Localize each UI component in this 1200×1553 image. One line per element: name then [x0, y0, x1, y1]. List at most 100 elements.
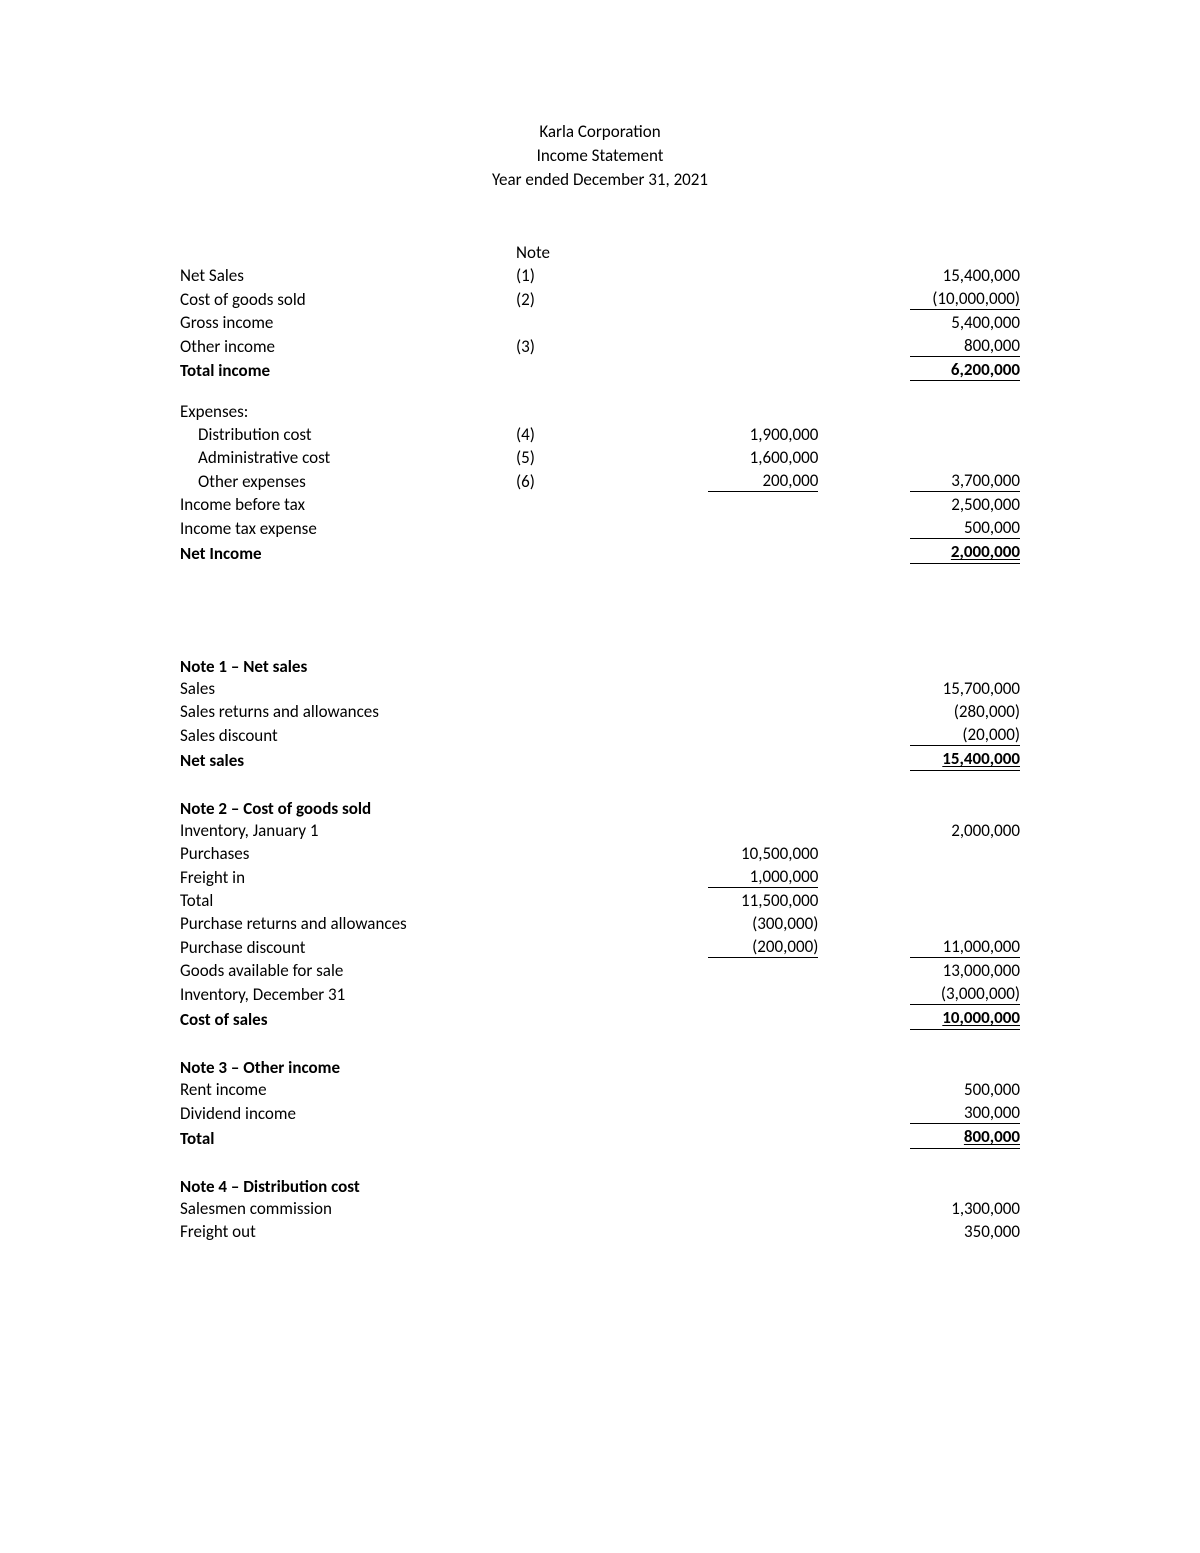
value-n2-freightin: 1,000,000	[708, 866, 818, 888]
row-gross-income: Gross income 5,400,000	[180, 311, 1020, 334]
note-4-table: Salesmen commission 1,300,000 Freight ou…	[180, 1197, 1020, 1243]
row-cogs: Cost of goods sold (2) (10,000,000)	[180, 287, 1020, 311]
note-ref-5: (5)	[516, 446, 617, 469]
value-total-income: 6,200,000	[910, 359, 1020, 381]
value-n2-purchases: 10,500,000	[708, 843, 818, 864]
note-2-table: Inventory, January 1 2,000,000 Purchases…	[180, 819, 1020, 1031]
label-n3-total: Total	[180, 1125, 516, 1150]
row-n3-dividend: Dividend income 300,000	[180, 1101, 1020, 1125]
label-n2-freightin: Freight in	[180, 865, 516, 889]
value-tax: 500,000	[910, 517, 1020, 539]
row-expenses-header: Expenses:	[180, 400, 1020, 423]
note-1-table: Sales 15,700,000 Sales returns and allow…	[180, 677, 1020, 772]
row-other-expenses: Other expenses (6) 200,000 3,700,000	[180, 469, 1020, 493]
label-n1-netsales: Net sales	[180, 747, 516, 772]
value-other-exp-right: 3,700,000	[910, 470, 1020, 492]
row-total-income: Total income 6,200,000	[180, 358, 1020, 382]
note-3-table: Rent income 500,000 Dividend income 300,…	[180, 1078, 1020, 1150]
label-admin-cost: Administrative cost	[180, 446, 516, 469]
statement-title: Income Statement	[150, 144, 1050, 168]
value-n2-invjan1: 2,000,000	[910, 820, 1020, 841]
value-n2-pdiscount-mid: (200,000)	[708, 936, 818, 958]
row-n2-purch-returns: Purchase returns and allowances (300,000…	[180, 912, 1020, 935]
label-n2-preturns: Purchase returns and allowances	[180, 912, 516, 935]
row-n2-purchases: Purchases 10,500,000	[180, 842, 1020, 865]
row-n4-freight-out: Freight out 350,000	[180, 1220, 1020, 1243]
note-4-block: Note 4 – Distribution cost Salesmen comm…	[180, 1176, 1020, 1243]
note-ref-1: (1)	[516, 264, 617, 287]
value-n3-rent: 500,000	[910, 1079, 1020, 1100]
row-n3-rent: Rent income 500,000	[180, 1078, 1020, 1101]
row-net-sales: Net Sales (1) 15,400,000	[180, 264, 1020, 287]
note-ref-4: (4)	[516, 423, 617, 446]
row-admin-cost: Administrative cost (5) 1,600,000	[180, 446, 1020, 469]
label-expenses: Expenses:	[180, 400, 516, 423]
statement-body: Note Net Sales (1) 15,400,000 Cost of go…	[150, 241, 1050, 1243]
label-gross-income: Gross income	[180, 311, 516, 334]
note-3-block: Note 3 – Other income Rent income 500,00…	[180, 1057, 1020, 1150]
note-1-title: Note 1 – Net sales	[180, 656, 1020, 677]
value-n2-pdiscount-right: 11,000,000	[910, 936, 1020, 958]
row-tax-expense: Income tax expense 500,000	[180, 516, 1020, 540]
label-n3-div: Dividend income	[180, 1101, 516, 1125]
value-n2-total: 11,500,000	[708, 890, 818, 911]
label-ibt: Income before tax	[180, 493, 516, 516]
row-n1-net-sales: Net sales 15,400,000	[180, 747, 1020, 772]
label-dist-cost: Distribution cost	[180, 423, 516, 446]
value-net-income: 2,000,000	[910, 541, 1020, 564]
row-dist-cost: Distribution cost (4) 1,900,000	[180, 423, 1020, 446]
row-n4-commission: Salesmen commission 1,300,000	[180, 1197, 1020, 1220]
value-admin-cost: 1,600,000	[708, 447, 818, 468]
label-other-exp: Other expenses	[180, 469, 516, 493]
income-statement-page: Karla Corporation Income Statement Year …	[150, 0, 1050, 1313]
value-n1-discount: (20,000)	[910, 724, 1020, 746]
label-cogs: Cost of goods sold	[180, 287, 516, 311]
label-n4-comm: Salesmen commission	[180, 1197, 516, 1220]
value-n1-sales: 15,700,000	[910, 678, 1020, 699]
label-n2-pdiscount: Purchase discount	[180, 935, 516, 959]
label-n4-freightout: Freight out	[180, 1220, 516, 1243]
row-other-income: Other income (3) 800,000	[180, 334, 1020, 358]
label-n2-purchases: Purchases	[180, 842, 516, 865]
value-net-sales: 15,400,000	[910, 265, 1020, 286]
row-n2-total-mid: Total 11,500,000	[180, 889, 1020, 912]
label-n3-rent: Rent income	[180, 1078, 516, 1101]
label-n2-total: Total	[180, 889, 516, 912]
label-n2-cos: Cost of sales	[180, 1006, 516, 1031]
row-n2-inv-dec31: Inventory, December 31 (3,000,000)	[180, 982, 1020, 1006]
label-tax: Income tax expense	[180, 516, 516, 540]
value-ibt: 2,500,000	[910, 494, 1020, 515]
value-n4-freightout: 350,000	[910, 1221, 1020, 1242]
row-income-before-tax: Income before tax 2,500,000	[180, 493, 1020, 516]
value-n3-div: 300,000	[910, 1102, 1020, 1124]
note-column-header: Note	[516, 241, 617, 264]
value-n1-netsales: 15,400,000	[910, 748, 1020, 771]
note-header-row: Note	[180, 241, 1020, 264]
note-ref-6: (6)	[516, 469, 617, 493]
row-n2-inv-jan1: Inventory, January 1 2,000,000	[180, 819, 1020, 842]
label-n2-goodsavail: Goods available for sale	[180, 959, 516, 982]
value-n3-total: 800,000	[910, 1126, 1020, 1149]
label-other-income: Other income	[180, 334, 516, 358]
note-4-title: Note 4 – Distribution cost	[180, 1176, 1020, 1197]
note-2-block: Note 2 – Cost of goods sold Inventory, J…	[180, 798, 1020, 1031]
row-n1-sales: Sales 15,700,000	[180, 677, 1020, 700]
company-name: Karla Corporation	[150, 120, 1050, 144]
row-n2-goods-avail: Goods available for sale 13,000,000	[180, 959, 1020, 982]
row-net-income: Net Income 2,000,000	[180, 540, 1020, 565]
value-n2-cos: 10,000,000	[910, 1007, 1020, 1030]
value-n2-preturns: (300,000)	[708, 913, 818, 934]
label-n2-invjan1: Inventory, January 1	[180, 819, 516, 842]
row-n2-cost-of-sales: Cost of sales 10,000,000	[180, 1006, 1020, 1031]
note-ref-3: (3)	[516, 334, 617, 358]
value-n4-comm: 1,300,000	[910, 1198, 1020, 1219]
note-3-title: Note 3 – Other income	[180, 1057, 1020, 1078]
label-net-income: Net Income	[180, 540, 516, 565]
note-2-title: Note 2 – Cost of goods sold	[180, 798, 1020, 819]
label-n1-returns: Sales returns and allowances	[180, 700, 516, 723]
label-n1-discount: Sales discount	[180, 723, 516, 747]
value-other-income: 800,000	[910, 335, 1020, 357]
row-n2-purch-discount: Purchase discount (200,000) 11,000,000	[180, 935, 1020, 959]
label-n1-sales: Sales	[180, 677, 516, 700]
statement-header: Karla Corporation Income Statement Year …	[150, 120, 1050, 191]
